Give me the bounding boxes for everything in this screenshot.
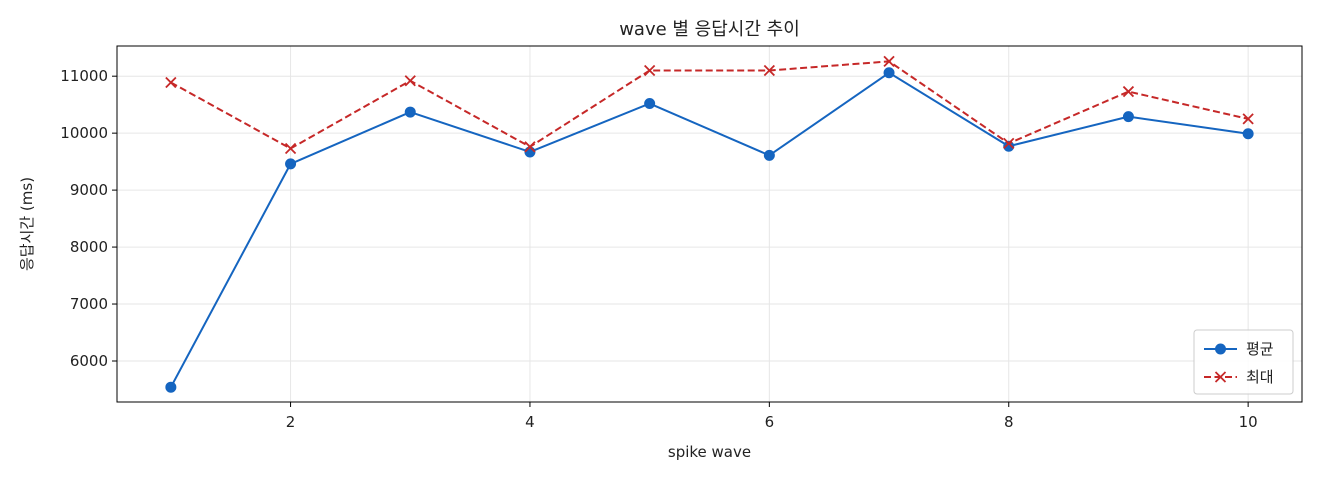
series-maximum — [165, 55, 1254, 155]
data-point — [883, 67, 895, 79]
y-tick-label: 11000 — [60, 67, 108, 85]
data-point — [1122, 85, 1135, 98]
y-tick-label: 7000 — [70, 295, 108, 313]
series-line — [170, 60, 1249, 150]
x-marker-stroke — [1003, 137, 1015, 150]
x-marker-stroke — [165, 76, 177, 89]
x-marker-stroke — [1242, 113, 1254, 125]
series-group — [165, 55, 1254, 393]
legend-swatch-marker — [1214, 371, 1227, 383]
x-marker-stroke — [644, 64, 656, 77]
data-point — [285, 158, 297, 170]
chart-title: wave 별 응답시간 추이 — [619, 19, 800, 40]
x-marker-stroke — [1214, 371, 1227, 383]
x-marker-stroke — [883, 55, 895, 68]
x-axis-label: spike wave — [668, 443, 751, 461]
legend-entry-label: 최대 — [1246, 368, 1274, 386]
series-line — [169, 71, 1249, 388]
x-tick-label: 4 — [525, 413, 535, 431]
x-marker-stroke — [404, 75, 416, 87]
y-tick-label: 9000 — [70, 181, 108, 199]
y-tick-label: 10000 — [60, 124, 108, 142]
data-point — [644, 64, 656, 77]
data-point — [1242, 113, 1254, 125]
x-tick-label: 10 — [1239, 413, 1258, 431]
data-point — [883, 55, 895, 68]
data-point — [404, 106, 416, 118]
plot-frame — [116, 45, 1303, 403]
x-tick-label: 8 — [1004, 413, 1014, 431]
y-tick-label: 6000 — [70, 352, 108, 370]
legend-swatch-marker — [1215, 343, 1226, 355]
data-point — [165, 381, 177, 393]
data-point — [404, 75, 416, 87]
data-point — [524, 141, 536, 153]
x-tick-label: 6 — [765, 413, 775, 431]
series-average — [165, 67, 1254, 393]
data-point — [1122, 111, 1134, 123]
data-point — [1242, 128, 1254, 140]
data-point — [284, 142, 297, 155]
x-marker-stroke — [763, 64, 775, 77]
grid — [117, 46, 1302, 402]
axis-ticks: 2 4 6 8 10 6000 7000 8000 9000 10000 11000 — [60, 67, 1257, 431]
data-point — [644, 98, 656, 110]
x-tick-label: 2 — [286, 413, 296, 431]
x-marker-stroke — [284, 142, 297, 155]
legend-box — [1193, 329, 1294, 395]
y-axis-label: 응답시간 (ms) — [18, 177, 36, 271]
data-point — [1003, 137, 1015, 150]
data-point — [763, 149, 775, 161]
data-point — [524, 146, 536, 158]
legend-entry-label: 평균 — [1246, 340, 1274, 358]
data-point — [763, 64, 775, 77]
x-marker-stroke — [524, 141, 536, 153]
data-point — [165, 76, 177, 89]
x-marker-stroke — [1122, 85, 1135, 98]
data-point — [1003, 140, 1015, 152]
y-tick-label: 8000 — [70, 238, 108, 256]
